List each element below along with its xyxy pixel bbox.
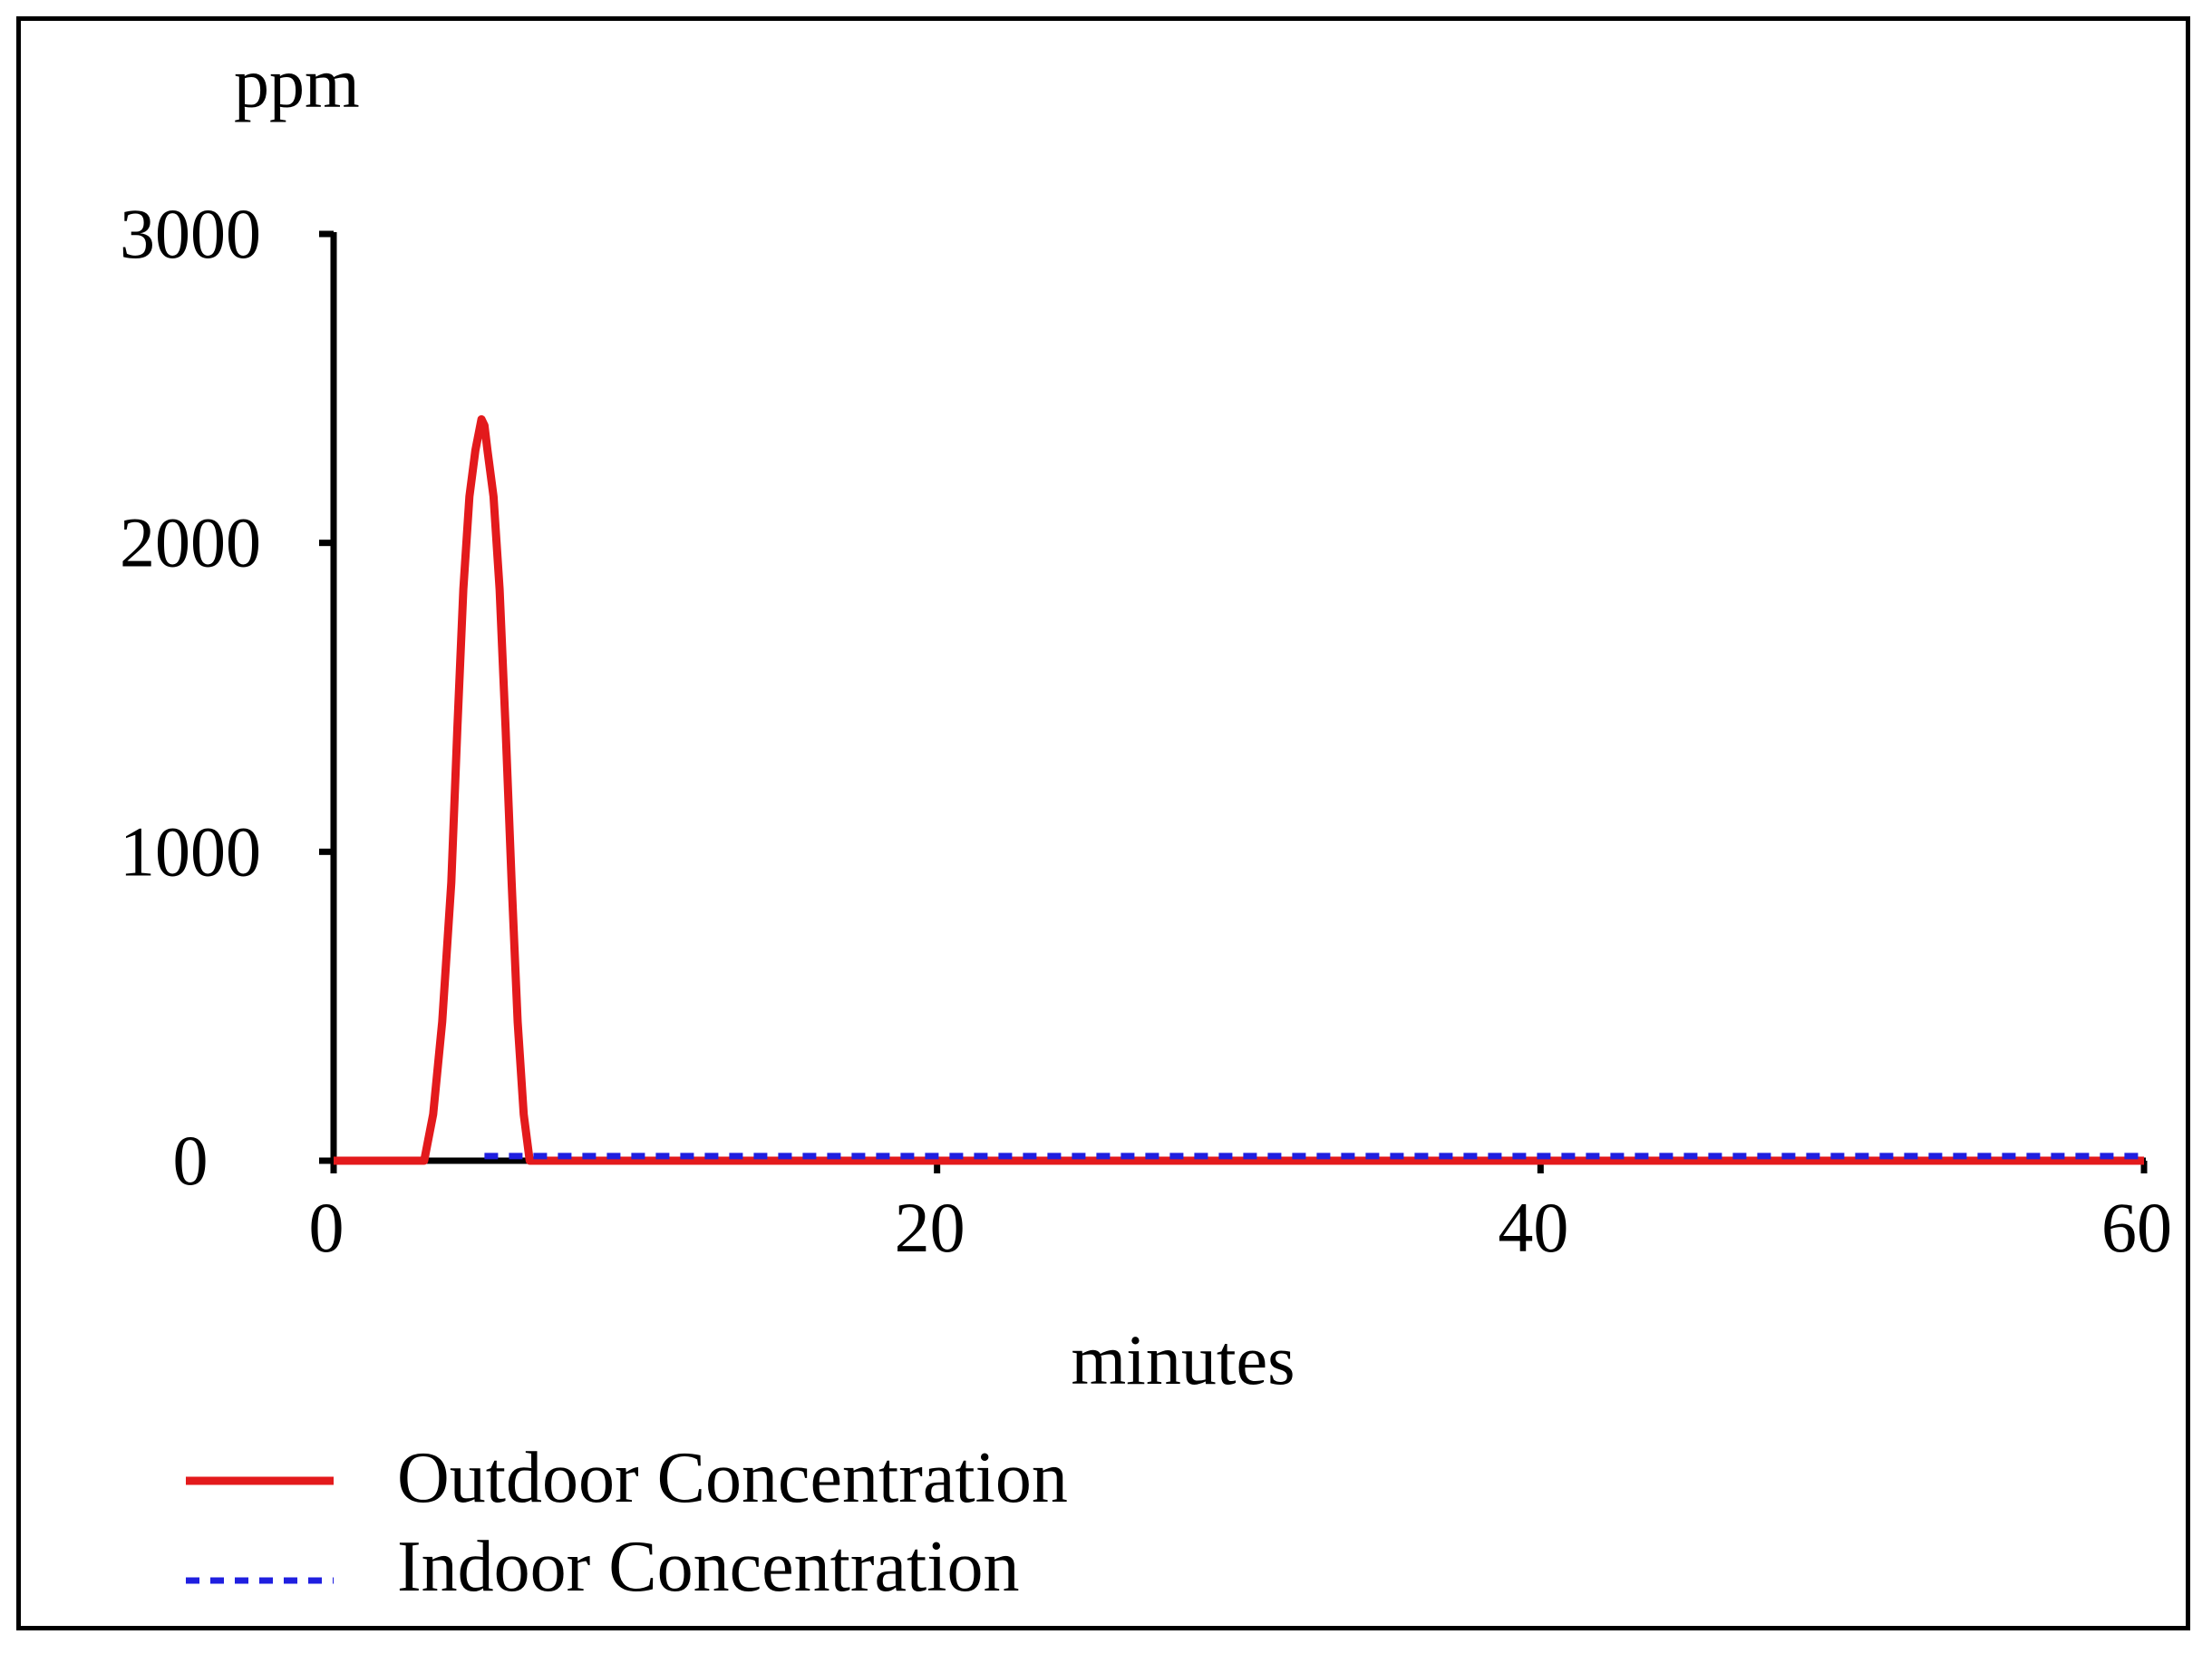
legend-label-outdoor: Outdoor Concentration [397, 1438, 1068, 1518]
y-tick-label: 2000 [120, 503, 261, 582]
y-axis-title: ppm [234, 44, 360, 122]
x-tick-label: 40 [1498, 1188, 1568, 1267]
series-line-outdoor [334, 414, 2144, 1165]
y-tick-label: 1000 [120, 812, 261, 890]
x-axis-title: minutes [1072, 1320, 1295, 1399]
series-group [334, 414, 2144, 1165]
axes [330, 232, 2146, 1164]
x-tick-label: 20 [895, 1188, 965, 1267]
ticks: 0 1000 2000 3000 0 20 40 60 [120, 194, 2172, 1267]
y-tick-label: 0 [173, 1121, 209, 1200]
legend-label-indoor: Indoor Concentration [397, 1527, 1019, 1607]
y-tick-label: 3000 [120, 194, 261, 273]
legend: Outdoor Concentration Indoor Concentrati… [186, 1438, 1068, 1607]
x-tick-label: 60 [2101, 1188, 2172, 1267]
chart-frame [16, 16, 2190, 1630]
x-tick-label: 0 [309, 1188, 344, 1267]
